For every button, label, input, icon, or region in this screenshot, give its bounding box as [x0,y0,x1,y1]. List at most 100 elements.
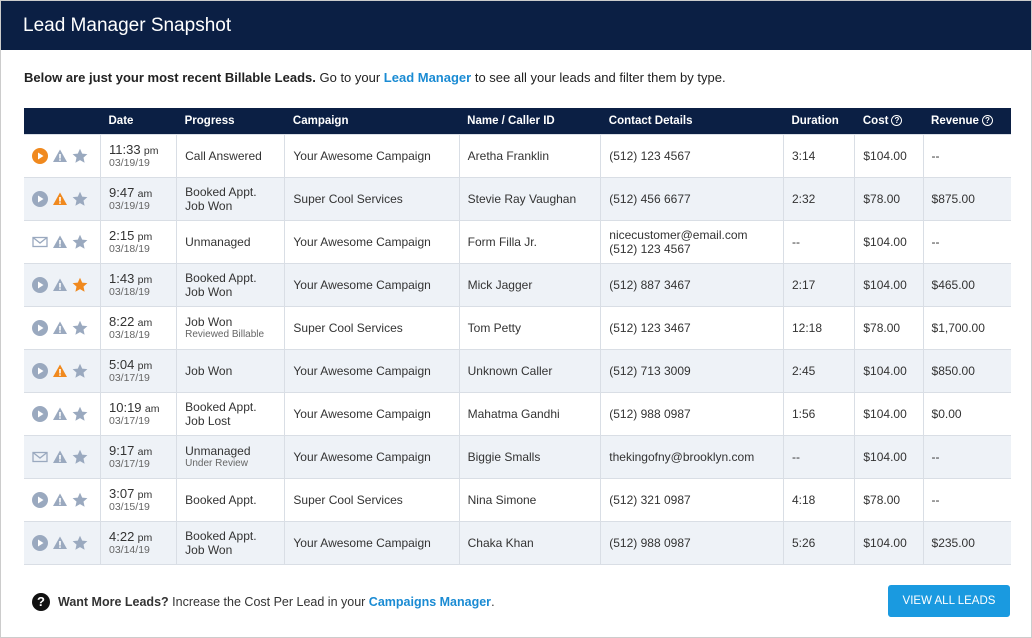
table-row[interactable]: 9:47 am 03/19/19 Booked Appt. Job Won Supe… [24,176,1011,221]
view-all-leads-button[interactable]: VIEW ALL LEADS [888,585,1010,617]
time: 1:43 [109,271,135,286]
warning-icon[interactable] [52,148,68,164]
warning-icon[interactable] [52,191,68,207]
contact-cell: (512) 123 4567 [600,133,784,178]
star-icon[interactable] [72,234,88,250]
column-label: Date [108,114,134,127]
contact-cell: (512) 456 6677 [600,176,784,221]
table-row[interactable]: 3:07 pm 03/15/19 Booked Appt. Super Cool … [24,477,1011,522]
star-icon[interactable] [72,492,88,508]
table-row[interactable]: 10:19 am 03/17/19 Booked Appt. Job Lost Yo… [24,391,1011,436]
revenue-cell: -- [922,133,1011,178]
warning-icon[interactable] [52,234,68,250]
play-icon[interactable] [32,190,48,207]
help-icon[interactable]: ? [981,114,993,126]
warning-icon[interactable] [52,406,68,422]
campaign-cell: Your Awesome Campaign [284,133,460,178]
progress-cell: Booked Appt. Job Won [176,520,286,565]
duration-cell: -- [782,219,856,264]
progress-cell: Call Answered [176,133,286,178]
progress-status: Job Won [185,542,233,557]
star-icon[interactable] [72,277,88,293]
contact-detail: (512) 713 3009 [609,363,691,378]
contact-cell: (512) 713 3009 [600,348,784,393]
progress-status: Job Lost [185,413,231,428]
name-cell: Chaka Khan [458,520,602,565]
contact-detail: (512) 123 4567 [609,148,691,163]
progress-status: Unmanaged [185,234,251,249]
column-header: Progress [176,108,285,134]
intro-pre: Go to your [315,70,384,85]
table-row[interactable]: 11:33 pm 03/19/19 Call Answered Your Awes… [24,133,1011,178]
cost-cell: $104.00 [854,391,924,436]
date: 03/18/19 [109,329,150,341]
table-row[interactable]: 8:22 am 03/18/19 Job Won Reviewed Billable… [24,305,1011,350]
play-icon[interactable] [32,319,48,336]
progress-cell: Unmanaged [176,219,286,264]
warning-icon[interactable] [52,535,68,551]
revenue-cell: -- [922,219,1011,264]
action-icons [24,305,101,350]
star-icon[interactable] [72,148,88,164]
time: 9:17 [109,443,135,458]
play-icon[interactable] [32,491,48,508]
campaigns-manager-link[interactable]: Campaigns Manager [368,595,492,609]
table-row[interactable]: 4:22 pm 03/14/19 Booked Appt. Job Won Your… [24,520,1011,565]
ampm: am [137,446,153,458]
warning-icon[interactable] [52,363,68,379]
play-icon[interactable] [32,276,48,293]
warning-icon[interactable] [52,277,68,293]
star-icon[interactable] [72,191,88,207]
play-icon[interactable] [32,362,48,379]
campaign-cell: Your Awesome Campaign [284,391,460,436]
cost-cell: $78.00 [854,305,924,350]
table-row[interactable]: 9:17 am 03/17/19 Unmanaged Under Review Yo… [24,434,1011,479]
contact-detail: (512) 456 6677 [609,191,691,206]
time: 4:22 [109,529,135,544]
play-icon[interactable] [32,405,48,422]
name-cell: Stevie Ray Vaughan [458,176,602,221]
date-cell: 3:07 pm 03/15/19 [99,477,178,522]
envelope-icon[interactable] [32,449,48,465]
help-icon[interactable]: ? [891,114,903,126]
table-row[interactable]: 1:43 pm 03/18/19 Booked Appt. Job Won Your… [24,262,1011,307]
star-icon[interactable] [72,363,88,379]
ampm: am [137,188,153,200]
contact-detail: (512) 123 3467 [609,320,691,335]
cost-cell: $78.00 [854,176,924,221]
revenue-cell: $875.00 [922,176,1011,221]
star-icon[interactable] [72,406,88,422]
envelope-icon[interactable] [32,234,48,250]
progress-substatus: Under Review [185,458,248,469]
table-row[interactable]: 5:04 pm 03/17/19 Job Won Your Awesome Cam… [24,348,1011,393]
play-icon[interactable] [32,534,48,551]
name-cell: Mick Jagger [458,262,602,307]
warning-icon[interactable] [52,320,68,336]
contact-detail: (512) 988 0987 [609,535,691,550]
table-row[interactable]: 2:15 pm 03/18/19 Unmanaged Your Awesome C… [24,219,1011,264]
progress-status: Booked Appt. [185,184,257,199]
date: 03/15/19 [109,501,150,513]
lead-manager-link[interactable]: Lead Manager [383,70,472,85]
revenue-cell: -- [922,477,1011,522]
warning-icon[interactable] [52,492,68,508]
play-icon[interactable] [32,147,48,164]
ampm: pm [137,532,153,544]
time: 11:33 [109,142,141,157]
footer-post: . [491,595,495,609]
warning-icon[interactable] [52,449,68,465]
time: 8:22 [109,314,135,329]
star-icon[interactable] [72,320,88,336]
star-icon[interactable] [72,449,88,465]
action-icons [24,262,101,307]
date-cell: 11:33 pm 03/19/19 [99,133,178,178]
action-icons [24,133,101,178]
ampm: pm [137,274,153,286]
star-icon[interactable] [72,535,88,551]
intro-bold: Below are just your most recent Billable… [24,70,316,85]
column-header: Campaign [284,108,460,134]
date: 03/19/19 [109,200,150,212]
progress-status: Booked Appt. [185,399,257,414]
contact-detail: (512) 123 4567 [609,241,691,256]
progress-status: Job Won [185,284,233,299]
